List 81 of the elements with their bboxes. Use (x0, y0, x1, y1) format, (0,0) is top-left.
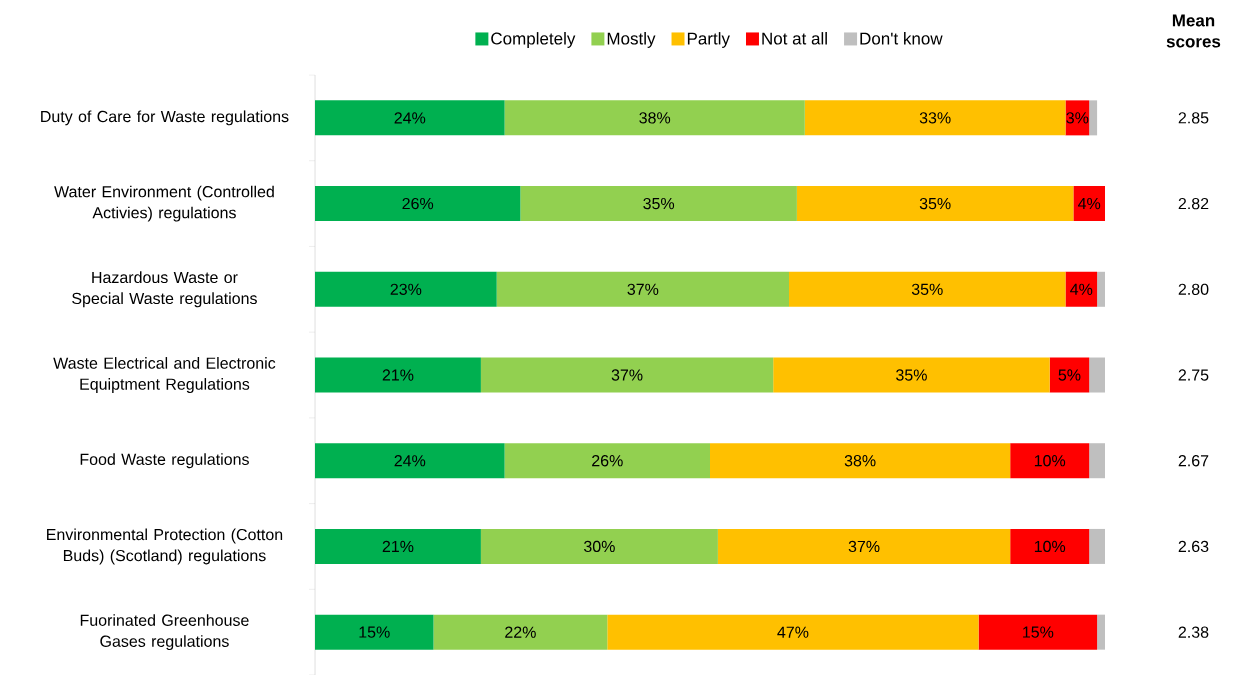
bar (789, 271, 1066, 307)
text: 2.67 (1178, 455, 1209, 467)
bar (315, 357, 481, 393)
bar (1089, 443, 1106, 479)
data-label: 10% (1034, 455, 1066, 467)
bar (1097, 614, 1106, 650)
bar (978, 614, 1098, 650)
bar (504, 443, 710, 479)
y-tick-label: Fuorinated Greenhouse Gases regulations (80, 614, 249, 651)
data-label: 30% (584, 540, 615, 553)
text: 2.63 (1178, 540, 1209, 553)
bar (796, 186, 1074, 222)
data-label: 26% (592, 455, 623, 467)
bar (504, 100, 805, 136)
text: 2.82 (1178, 197, 1209, 210)
bar (520, 186, 797, 222)
bar (433, 614, 608, 650)
data-label: 24% (394, 112, 426, 124)
y-tick-label: Food Waste regulations (80, 453, 249, 469)
y-tick-label: Hazardous Waste or Special Waste regulations (72, 271, 257, 308)
legend-label: Don't know (860, 32, 943, 45)
data-label: 35% (896, 369, 927, 381)
bar (1089, 357, 1106, 393)
data-label: 38% (639, 112, 671, 124)
data-label: 33% (919, 112, 951, 124)
data-label: 23% (390, 283, 422, 295)
bar (315, 443, 505, 479)
data-label: 35% (911, 283, 943, 295)
bar (480, 528, 718, 564)
data-label: 24% (394, 455, 426, 467)
bar (1073, 186, 1106, 222)
data-label: 37% (848, 540, 880, 553)
bar (480, 357, 774, 393)
bar (1089, 528, 1106, 564)
legend-label: Not at all (762, 32, 827, 45)
data-label: 3% (1066, 112, 1089, 124)
data-label: 47% (777, 626, 809, 638)
bar (773, 357, 1050, 393)
data-label: 4% (1070, 283, 1093, 295)
legend-label: Mostly (607, 32, 656, 48)
text: 2.80 (1178, 283, 1209, 295)
bar (1097, 271, 1106, 307)
bar (315, 271, 497, 307)
data-label: 4% (1078, 197, 1101, 210)
bar (496, 271, 789, 307)
data-label: 35% (919, 197, 951, 210)
bar (1065, 271, 1098, 307)
data-label: 15% (1023, 626, 1054, 638)
data-label: 37% (627, 283, 659, 295)
bar (1010, 443, 1090, 479)
text: 2.75 (1178, 369, 1209, 381)
data-label: 38% (844, 455, 876, 467)
y-tick-label: Water Environment (Controlled Activies) regulations (54, 185, 274, 222)
y-tick-label: Waste Electrical and Electronic Equiptment Regulations (53, 357, 276, 393)
data-label: 15% (359, 626, 390, 638)
legend-label: Completely (491, 32, 576, 48)
data-label: 5% (1058, 369, 1081, 381)
bar (1049, 357, 1090, 393)
data-label: 35% (643, 197, 675, 210)
y-tick-label: Environmental Protection (Cotton Buds) (Scotland) regulations (47, 528, 283, 565)
bar (710, 443, 1011, 479)
bar (1089, 100, 1098, 136)
bar (607, 614, 979, 650)
text: 2.85 (1178, 112, 1209, 124)
bar (315, 100, 505, 136)
text: Mean scores (1166, 14, 1221, 48)
bar (315, 614, 434, 650)
legend-label: Partly (687, 32, 730, 48)
data-label: 21% (382, 369, 414, 381)
data-label: 21% (382, 540, 414, 553)
data-label: 37% (611, 369, 643, 381)
bar (315, 186, 521, 222)
data-label: 26% (402, 197, 434, 210)
bar (315, 528, 481, 564)
text: 2.38 (1178, 626, 1209, 638)
bar (717, 528, 1011, 564)
bar (1010, 528, 1090, 564)
y-tick-label: Duty of Care for Waste regulations (41, 110, 289, 126)
data-label: 10% (1034, 540, 1066, 553)
data-label: 22% (505, 626, 536, 638)
bar (804, 100, 1066, 136)
